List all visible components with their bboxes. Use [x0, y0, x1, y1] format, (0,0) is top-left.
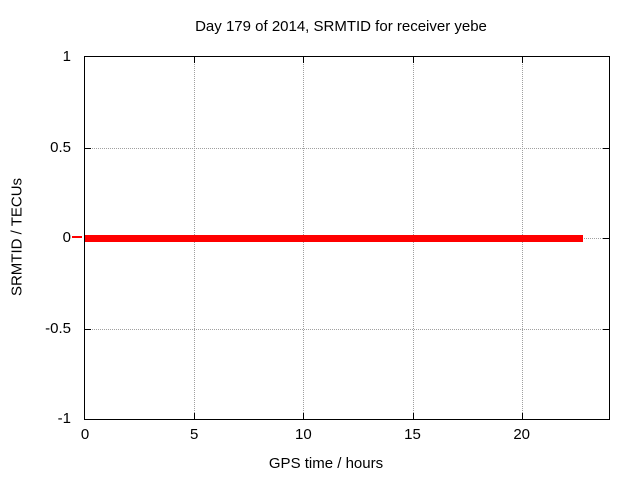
y-tick-right--0.5: [603, 328, 609, 330]
x-tick-top-10: [303, 57, 305, 63]
y-tick-left--0.5: [85, 328, 91, 330]
x-tick-top-20: [521, 57, 523, 63]
series-left-edge-artifact: [72, 236, 82, 238]
x-tick-bottom-10: [303, 413, 305, 419]
x-tick-label-5: 5: [189, 426, 199, 443]
plot-area: 0 5 10 15 20 1 0.5 0 -0.5 -1: [45, 48, 610, 443]
chart-title: Day 179 of 2014, SRMTID for receiver yeb…: [195, 18, 487, 35]
x-tick-top-5: [194, 57, 196, 63]
y-gridline--0.5: [85, 328, 609, 330]
y-tick-label-1: 1: [62, 48, 71, 65]
y-tick-left-0.5: [85, 147, 91, 149]
x-tick-label-0: 0: [80, 426, 90, 443]
y-tick-right-0.5: [603, 147, 609, 149]
y-tick-right-0: [603, 238, 609, 239]
y-gridline-0.5: [85, 147, 609, 149]
y-tick-label-0.5: 0.5: [50, 138, 71, 156]
x-tick-top-15: [412, 57, 414, 63]
y-tick-label-0: 0: [62, 229, 71, 246]
x-tick-bottom-20: [521, 413, 523, 419]
x-tick-label-10: 10: [294, 426, 312, 443]
x-tick-bottom-15: [412, 413, 414, 419]
series-line-SRMTID: [85, 234, 583, 242]
y-tick-label--1: -1: [57, 410, 71, 427]
x-tick-bottom-5: [194, 413, 196, 419]
y-tick-label--0.5: -0.5: [45, 319, 71, 337]
y-axis-title: SRMTID / TECUs: [8, 177, 26, 297]
x-axis-title: GPS time / hours: [268, 455, 384, 472]
x-tick-label-20: 20: [513, 426, 530, 443]
x-tick-label-15: 15: [404, 426, 421, 443]
